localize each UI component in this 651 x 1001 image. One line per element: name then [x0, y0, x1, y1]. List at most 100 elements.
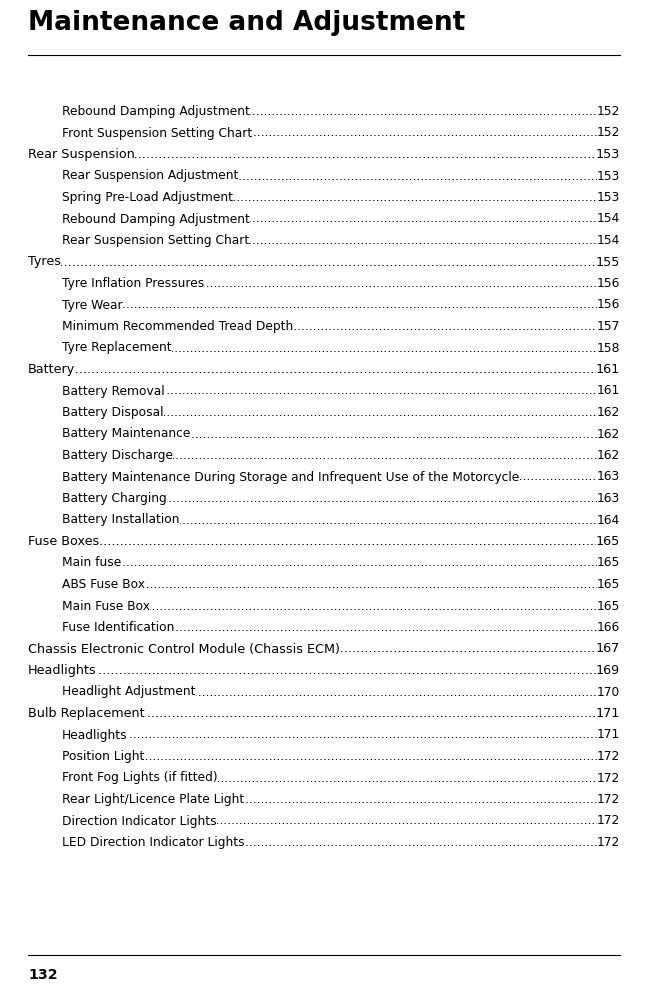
Text: 172: 172: [597, 750, 620, 763]
Text: 172: 172: [597, 815, 620, 828]
Text: ................................................................................: ........................................…: [0, 363, 651, 376]
Text: Battery Removal: Battery Removal: [62, 384, 165, 397]
Text: ................................................................................: ........................................…: [0, 449, 651, 462]
Text: Headlights: Headlights: [28, 664, 97, 677]
Text: 152: 152: [596, 105, 620, 118]
Text: 167: 167: [596, 643, 620, 656]
Text: 163: 163: [597, 492, 620, 505]
Text: Battery: Battery: [28, 363, 76, 376]
Text: 153: 153: [596, 148, 620, 161]
Text: ................................................................................: ........................................…: [20, 772, 651, 785]
Text: ................................................................................: ........................................…: [30, 169, 651, 182]
Text: 165: 165: [596, 535, 620, 548]
Text: ................................................................................: ........................................…: [27, 191, 651, 204]
Text: 152: 152: [596, 126, 620, 139]
Text: ................................................................................: ........................................…: [33, 793, 651, 806]
Text: Battery Discharge: Battery Discharge: [62, 449, 173, 462]
Text: ABS Fuse Box: ABS Fuse Box: [62, 578, 145, 591]
Text: ................................................................................: ........................................…: [0, 600, 651, 613]
Text: ................................................................................: ........................................…: [37, 126, 651, 139]
Text: Front Fog Lights (if fitted): Front Fog Lights (if fitted): [62, 772, 217, 785]
Text: 157: 157: [596, 320, 620, 333]
Text: ................................................................................: ........................................…: [55, 643, 651, 656]
Text: 165: 165: [596, 600, 620, 613]
Text: ................................................................................: ........................................…: [0, 535, 651, 548]
Text: Main fuse: Main fuse: [62, 557, 121, 570]
Text: ................................................................................: ........................................…: [0, 148, 651, 161]
Text: LED Direction Indicator Lights: LED Direction Indicator Lights: [62, 836, 245, 849]
Text: 162: 162: [597, 449, 620, 462]
Text: ................................................................................: ........................................…: [0, 255, 651, 268]
Text: ................................................................................: ........................................…: [0, 750, 651, 763]
Text: ................................................................................: ........................................…: [0, 557, 651, 570]
Text: 169: 169: [596, 664, 620, 677]
Text: ................................................................................: ........................................…: [1, 514, 651, 527]
Text: 163: 163: [597, 470, 620, 483]
Text: 153: 153: [596, 169, 620, 182]
Text: 166: 166: [597, 621, 620, 634]
Text: 172: 172: [597, 793, 620, 806]
Text: Direction Indicator Lights: Direction Indicator Lights: [62, 815, 217, 828]
Text: 154: 154: [596, 212, 620, 225]
Text: Spring Pre-Load Adjustment: Spring Pre-Load Adjustment: [62, 191, 233, 204]
Text: ................................................................................: ........................................…: [0, 298, 651, 311]
Text: Main Fuse Box: Main Fuse Box: [62, 600, 150, 613]
Text: Maintenance and Adjustment: Maintenance and Adjustment: [28, 10, 465, 36]
Text: ................................................................................: ........................................…: [0, 384, 651, 397]
Text: 161: 161: [596, 363, 620, 376]
Text: Bulb Replacement: Bulb Replacement: [28, 707, 145, 720]
Text: ................................................................................: ........................................…: [36, 105, 651, 118]
Text: 164: 164: [597, 514, 620, 527]
Text: 172: 172: [597, 836, 620, 849]
Text: Battery Charging: Battery Charging: [62, 492, 167, 505]
Text: 162: 162: [597, 406, 620, 419]
Text: ................................................................................: ........................................…: [0, 621, 651, 634]
Text: 165: 165: [596, 578, 620, 591]
Text: Fuse Boxes: Fuse Boxes: [28, 535, 99, 548]
Text: ................................................................................: ........................................…: [0, 578, 651, 591]
Text: Rear Light/Licence Plate Light: Rear Light/Licence Plate Light: [62, 793, 244, 806]
Text: Battery Maintenance During Storage and Infrequent Use of the Motorcycle: Battery Maintenance During Storage and I…: [62, 470, 519, 483]
Text: Rear Suspension Setting Chart: Rear Suspension Setting Chart: [62, 234, 249, 247]
Text: ................................................................................: ........................................…: [0, 406, 651, 419]
Text: Battery Maintenance: Battery Maintenance: [62, 427, 190, 440]
Text: Chassis Electronic Control Module (Chassis ECM): Chassis Electronic Control Module (Chass…: [28, 643, 340, 656]
Text: Rebound Damping Adjustment: Rebound Damping Adjustment: [62, 105, 250, 118]
Text: ................................................................................: ........................................…: [35, 234, 651, 247]
Text: 170: 170: [597, 686, 620, 699]
Text: ................................................................................: ........................................…: [0, 492, 651, 505]
Text: Battery Installation: Battery Installation: [62, 514, 180, 527]
Text: Tyre Replacement: Tyre Replacement: [62, 341, 172, 354]
Text: Front Suspension Setting Chart: Front Suspension Setting Chart: [62, 126, 252, 139]
Text: Minimum Recommended Tread Depth: Minimum Recommended Tread Depth: [62, 320, 293, 333]
Text: ................................................................................: ........................................…: [0, 707, 651, 720]
Text: 156: 156: [596, 298, 620, 311]
Text: ................................................................................: ........................................…: [6, 427, 651, 440]
Text: 171: 171: [597, 729, 620, 742]
Text: ................................................................................: ........................................…: [33, 836, 651, 849]
Text: 155: 155: [596, 255, 620, 268]
Text: Rear Suspension Adjustment: Rear Suspension Adjustment: [62, 169, 238, 182]
Text: 165: 165: [596, 557, 620, 570]
Text: Headlight Adjustment: Headlight Adjustment: [62, 686, 195, 699]
Text: ................................................................................: ........................................…: [8, 686, 651, 699]
Text: ................................................................................: ........................................…: [57, 320, 651, 333]
Text: ................................................................................: ........................................…: [36, 212, 651, 225]
Text: 162: 162: [597, 427, 620, 440]
Text: Fuse Identification: Fuse Identification: [62, 621, 174, 634]
Text: ................................................................................: ........................................…: [19, 815, 651, 828]
Text: Position Light: Position Light: [62, 750, 145, 763]
Text: ................................................................................: ........................................…: [0, 729, 651, 742]
Text: Rebound Damping Adjustment: Rebound Damping Adjustment: [62, 212, 250, 225]
Text: Rear Suspension: Rear Suspension: [28, 148, 135, 161]
Text: 156: 156: [596, 277, 620, 290]
Text: 153: 153: [596, 191, 620, 204]
Text: Battery Disposal: Battery Disposal: [62, 406, 163, 419]
Text: 172: 172: [597, 772, 620, 785]
Text: ................................................................................: ........................................…: [0, 341, 651, 354]
Text: ................................................................................: ........................................…: [13, 277, 651, 290]
Text: Tyre Inflation Pressures: Tyre Inflation Pressures: [62, 277, 204, 290]
Text: ................................................................................: ........................................…: [171, 470, 651, 483]
Text: Tyre Wear: Tyre Wear: [62, 298, 122, 311]
Text: Headlights: Headlights: [62, 729, 128, 742]
